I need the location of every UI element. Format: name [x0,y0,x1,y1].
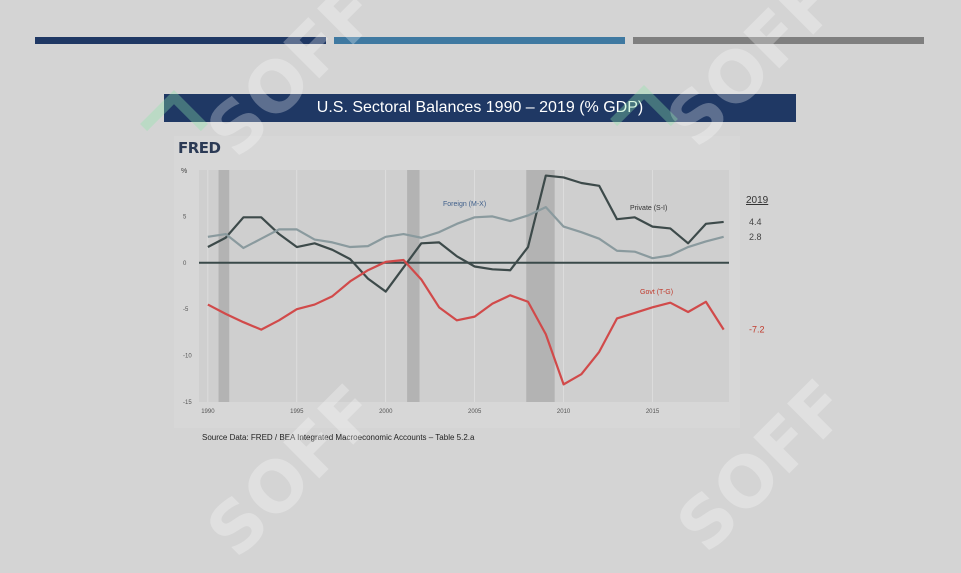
series-line [207,258,725,386]
header-bar-gray [633,37,924,44]
series-end-value-label: -7.2 [749,325,765,335]
legend-header-2019: 2019 [746,195,769,206]
source-note: Source Data: FRED / BEA Integrated Macro… [202,433,475,442]
y-tick-label: 5 [183,214,187,220]
series-name-label: Foreign (M-X) [443,201,486,208]
series-end-value-label: 4.4 [749,217,762,227]
recession-band [218,170,230,402]
recession-band [407,170,420,402]
series-name-label: Govt (T-G) [640,289,673,296]
y-tick-label: 0 [183,261,187,267]
x-tick-label: 2005 [468,409,482,415]
series-end-value-label: 2.8 [749,232,762,242]
fred-logo: FRED [178,139,221,157]
header-bar-navy [35,37,326,44]
x-tick-label: 1995 [290,409,304,415]
series-line [207,174,724,293]
y-tick-label: -15 [183,400,192,406]
recession-band [526,170,555,402]
series-name-label: Private (S-I) [630,205,667,212]
header-bar-blue [334,37,625,44]
series-line [207,206,724,260]
x-tick-label: 2015 [646,409,660,415]
y-tick-label: -10 [183,354,192,360]
x-tick-label: 2010 [557,409,571,415]
x-tick-label: 2000 [379,409,393,415]
slide-title: U.S. Sectoral Balances 1990 – 2019 (% GD… [164,94,796,122]
sectoral-balances-chart: -15 -10 -5 0 5 1990 1995 2000 2005 2010 2015 % 20… [181,168,769,415]
y-axis-unit-label: % [181,168,187,175]
x-tick-label: 1990 [201,409,215,415]
y-tick-label: -5 [183,307,189,313]
plot-area [199,170,729,402]
